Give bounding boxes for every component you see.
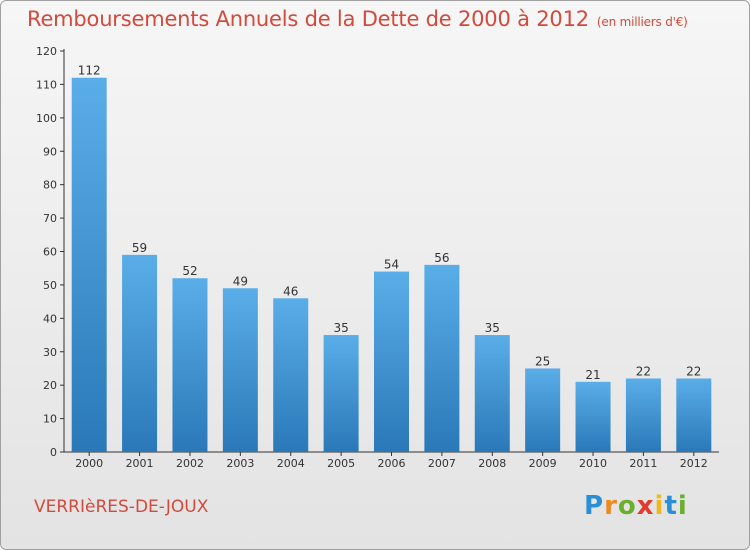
y-tick-label: 20 (43, 379, 57, 392)
y-tick-label: 90 (43, 145, 57, 158)
bar (374, 271, 409, 452)
x-axis: 2000 2001 2002 2003 2004 2005 2006 2007 2008 2009… (75, 452, 708, 470)
data-label: 112 (78, 64, 101, 78)
chart-unit-label: (en milliers d'€) (596, 15, 688, 29)
x-tick-label: 2012 (680, 457, 708, 470)
y-tick-label: 80 (43, 179, 57, 192)
logo-letter: P (584, 491, 605, 521)
x-tick-label: 2005 (327, 457, 355, 470)
y-tick-label: 110 (36, 78, 57, 91)
x-tick-label: 2001 (126, 457, 154, 470)
x-tick-label: 2006 (378, 457, 406, 470)
data-label: 54 (384, 258, 399, 272)
logo-letter: o (617, 491, 637, 521)
x-tick-label: 2004 (277, 457, 305, 470)
bar (122, 254, 158, 452)
data-label: 56 (434, 251, 449, 265)
data-label: 22 (636, 364, 651, 378)
y-tick-label: 100 (36, 112, 57, 125)
x-tick-label: 2010 (579, 457, 607, 470)
bar (676, 378, 712, 452)
bar (222, 288, 258, 452)
x-tick-label: 2000 (75, 457, 103, 470)
x-tick-label: 2011 (629, 457, 657, 470)
logo-letter: i (677, 491, 688, 521)
chart-title-text: Remboursements Annuels de la Dette de 20… (27, 7, 589, 31)
logo-letter: x (636, 491, 655, 521)
proxiti-logo: Proxiti (584, 491, 688, 521)
bar (323, 335, 359, 452)
x-tick-label: 2008 (478, 457, 506, 470)
data-label: 49 (233, 274, 248, 288)
data-label: 35 (333, 321, 348, 335)
bar (525, 368, 561, 452)
data-label: 59 (132, 241, 147, 255)
logo-letter: r (604, 491, 618, 521)
logo-letter: i (654, 491, 665, 521)
data-label: 22 (686, 364, 701, 378)
data-label: 46 (283, 284, 298, 298)
bar (575, 381, 611, 452)
y-tick-label: 30 (43, 346, 57, 359)
y-tick-label: 60 (43, 246, 57, 259)
bar (273, 298, 309, 452)
y-tick-label: 50 (43, 279, 57, 292)
y-tick-label: 0 (50, 446, 57, 459)
x-tick-label: 2003 (226, 457, 254, 470)
bar (424, 264, 460, 452)
bar (474, 335, 510, 452)
x-tick-label: 2007 (428, 457, 456, 470)
y-tick-label: 120 (36, 45, 57, 58)
data-label: 35 (485, 321, 500, 335)
commune-name: VERRIèRES-DE-JOUX (34, 497, 209, 517)
chart-title: Remboursements Annuels de la Dette de 20… (27, 7, 688, 31)
y-tick-label: 70 (43, 212, 57, 225)
bar (172, 278, 208, 452)
data-label: 25 (535, 354, 550, 368)
x-tick-label: 2009 (529, 457, 557, 470)
x-tick-label: 2002 (176, 457, 204, 470)
logo-letter: t (664, 491, 678, 521)
y-tick-label: 40 (43, 312, 57, 325)
bar (625, 378, 661, 452)
data-label: 21 (585, 368, 600, 382)
data-labels: 112 59 52 49 46 35 54 56 35 25 21 22 22 (78, 64, 702, 382)
data-label: 52 (182, 264, 197, 278)
bars (71, 77, 712, 452)
bar (71, 77, 107, 452)
y-tick-label: 10 (43, 413, 57, 426)
